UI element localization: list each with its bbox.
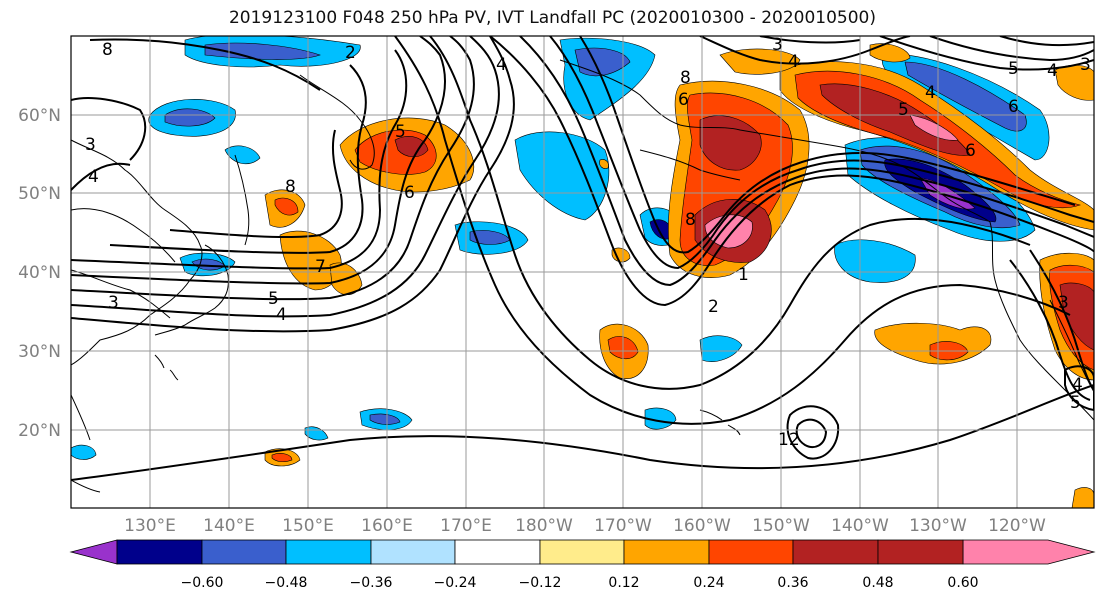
colorbar-min-extend [69, 539, 118, 565]
pv-contour-closed-low [786, 405, 840, 460]
colorbar-tick: −0.24 [434, 575, 477, 591]
lon-label: 120°W [988, 516, 1046, 536]
lon-label: 140°W [831, 516, 889, 536]
contour-label: 6 [678, 90, 689, 110]
map-frame [70, 35, 1095, 509]
lon-label: 150°W [752, 516, 810, 536]
contour-label: 4 [925, 83, 936, 103]
lon-label: 180°W [515, 516, 573, 536]
lon-label: 150°E [282, 516, 334, 536]
contour-label: 7 [315, 257, 326, 277]
colorbar-tick: 0.48 [862, 575, 893, 591]
contour-label: 5 [1070, 393, 1081, 413]
colorbar-segment [201, 539, 287, 565]
lat-label: 20°N [18, 421, 61, 441]
contour-label: 8 [102, 40, 113, 60]
lat-label: 50°N [18, 184, 61, 204]
colorbar-segment [792, 539, 879, 565]
contour-label: 3 [85, 135, 96, 155]
contour-label: 8 [285, 177, 296, 197]
lon-label: 160°E [361, 516, 413, 536]
coastline-japan [154, 244, 229, 336]
lon-label: 170°W [594, 516, 652, 536]
colorbar-tick: 0.60 [947, 575, 978, 591]
contour-label: 5 [268, 289, 279, 309]
latitude-labels: 60°N 50°N 40°N 30°N 20°N [18, 106, 61, 441]
colorbar-segment [116, 539, 203, 565]
gridlines [71, 36, 1094, 508]
lat-label: 60°N [18, 106, 61, 126]
contour-label: 5 [395, 122, 406, 142]
colorbar-segment [454, 539, 541, 565]
lon-label: 130°E [124, 516, 176, 536]
colorbar-segment [623, 539, 710, 565]
lat-label: 30°N [18, 342, 61, 362]
map-area: 8 2 3 4 5 6 7 8 8 6 3 4 5 4 3 4 6 5 4 6 … [71, 35, 1094, 508]
colorbar-segment [877, 539, 964, 565]
contour-label: 5 [1008, 59, 1019, 79]
colorbar-max-extend [962, 539, 1096, 565]
contour-label: 3 [772, 35, 783, 55]
contour-label: 8 [685, 210, 696, 230]
colorbar-segment [285, 539, 372, 565]
colorbar-tick: −0.36 [350, 575, 393, 591]
contour-label: 8 [680, 68, 691, 88]
colorbar-tick: 0.12 [608, 575, 639, 591]
contour-label: 3 [108, 293, 119, 313]
colorbar-tick: −0.60 [181, 575, 224, 591]
contour-label: 12 [778, 430, 800, 450]
contour-label: 4 [276, 305, 287, 325]
colorbar-tick: −0.48 [265, 575, 308, 591]
contour-label: 2 [345, 43, 356, 63]
lat-label: 40°N [18, 263, 61, 283]
contour-label: 1 [738, 265, 749, 285]
contour-label: 3 [1058, 293, 1069, 313]
lon-label: 130°W [909, 516, 967, 536]
colorbar-tick: −0.12 [519, 575, 562, 591]
contour-label: 4 [496, 55, 507, 75]
pv-contour-trough [489, 36, 1094, 307]
colorbar-tick: 0.24 [693, 575, 724, 591]
contour-label: 4 [88, 167, 99, 187]
contour-label: 4 [1072, 375, 1083, 395]
contour-label: 3 [1080, 55, 1091, 75]
longitude-labels: 130°E 140°E 150°E 160°E 170°E 180°W 170°… [124, 516, 1046, 536]
colorbar [69, 539, 1096, 565]
colorbar-segment [708, 539, 794, 565]
contour-label: 5 [898, 100, 909, 120]
contour-labels: 8 2 3 4 5 6 7 8 8 6 3 4 5 4 3 4 6 5 4 6 … [85, 35, 1091, 450]
contour-label: 4 [788, 52, 799, 72]
contour-label: 6 [1008, 97, 1019, 117]
lon-label: 170°E [440, 516, 492, 536]
contour-label: 4 [1047, 61, 1058, 81]
contour-label: 6 [404, 183, 415, 203]
pv-contour-ridge [699, 36, 911, 65]
colorbar-segment [539, 539, 625, 565]
lon-label: 140°E [203, 516, 255, 536]
lon-label: 160°W [673, 516, 731, 536]
coastline-kamchatka [299, 74, 375, 170]
colorbar-tick: 0.36 [777, 575, 808, 591]
colorbar-segment [370, 539, 456, 565]
contour-label: 2 [708, 297, 719, 317]
colorbar-ticks: −0.60 −0.48 −0.36 −0.24 −0.12 0.12 0.24 … [181, 575, 979, 591]
contour-label: 6 [965, 141, 976, 161]
map-title: 2019123100 F048 250 hPa PV, IVT Landfall… [228, 8, 876, 28]
coastline-asia [71, 139, 203, 366]
